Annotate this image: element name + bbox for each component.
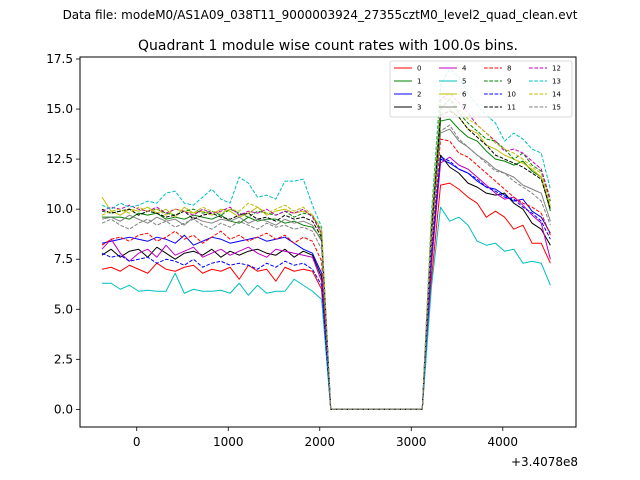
legend-label-15: 15 <box>552 104 561 112</box>
legend-label-6: 6 <box>462 91 467 99</box>
series-line-8 <box>101 138 551 410</box>
legend-label-14: 14 <box>552 91 561 99</box>
legend-label-12: 12 <box>552 65 561 73</box>
series-line-15 <box>101 124 551 410</box>
y-tick-label: 5.0 <box>54 302 73 316</box>
series-layer <box>101 68 551 410</box>
chart-title: Quadrant 1 module wise count rates with … <box>138 38 518 54</box>
x-tick-label: 2000 <box>304 435 335 449</box>
y-tick-label: 2.5 <box>54 352 73 366</box>
series-line-11 <box>101 110 551 410</box>
legend-label-0: 0 <box>417 65 421 73</box>
series-line-5 <box>101 206 551 410</box>
legend-label-4: 4 <box>462 65 467 73</box>
legend-label-1: 1 <box>417 78 421 86</box>
x-offset-label: +3.4078e8 <box>511 455 578 469</box>
series-line-10 <box>101 156 551 410</box>
y-tick-label: 7.5 <box>54 252 73 266</box>
y-tick-label: 15.0 <box>46 102 73 116</box>
y-tick-label: 17.5 <box>46 52 73 66</box>
series-line-14 <box>101 96 551 410</box>
suptitle: Data file: modeM0/AS1A09_038T11_90000039… <box>63 8 578 22</box>
x-tick-label: 4000 <box>488 435 519 449</box>
legend-label-13: 13 <box>552 78 561 86</box>
y-tick-label: 12.5 <box>46 152 73 166</box>
y-tick-label: 0.0 <box>54 402 73 416</box>
legend-label-8: 8 <box>507 65 511 73</box>
series-line-4 <box>101 156 551 410</box>
y-tick-label: 10.0 <box>46 202 73 216</box>
axis-layer: 0 1000 2000 3000 4000 0.0 2.5 5.0 7.5 10.0 12.5 15.… <box>46 52 518 449</box>
plot-frame <box>79 56 577 428</box>
legend-label-5: 5 <box>462 78 466 86</box>
legend-label-2: 2 <box>417 91 421 99</box>
legend-label-3: 3 <box>417 104 421 112</box>
x-tick-label: 3000 <box>396 435 427 449</box>
legend-label-10: 10 <box>507 91 516 99</box>
legend-label-11: 11 <box>507 104 516 112</box>
x-tick-label: 1000 <box>213 435 244 449</box>
legend-label-9: 9 <box>507 78 511 86</box>
x-tick-label: 0 <box>133 435 141 449</box>
legend-label-7: 7 <box>462 104 466 112</box>
legend-frame <box>389 60 573 118</box>
